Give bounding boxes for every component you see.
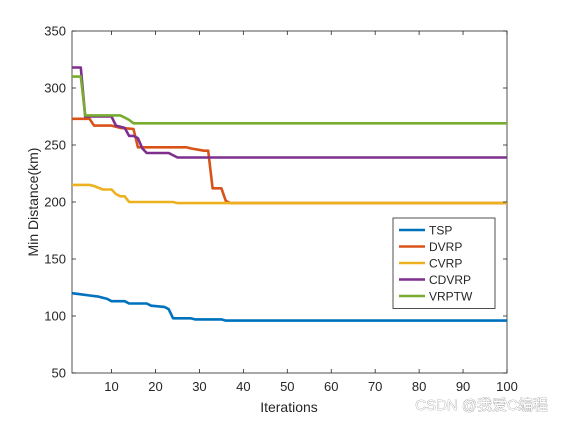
- legend-label-vrptw: VRPTW: [429, 290, 473, 304]
- x-axis-label: Iterations: [260, 399, 318, 415]
- y-tick-label: 100: [44, 309, 66, 324]
- y-tick-label: 150: [44, 252, 66, 267]
- series-line-vrptw: [72, 75, 507, 125]
- series-line-dvrp: [72, 117, 507, 205]
- y-tick-label: 350: [44, 24, 66, 39]
- x-tick-label: 60: [324, 379, 338, 394]
- x-tick-label: 70: [368, 379, 382, 394]
- y-axis-label: Min Distance(km): [25, 148, 41, 257]
- x-tick-label: 90: [456, 379, 470, 394]
- ticks-layer: 10 20 30 40 50 60 70 80 90 100 50 100 150 200 250 300 35…: [44, 24, 518, 395]
- legend: TSP DVRP CVRP CDVRP VRPTW: [392, 217, 496, 309]
- y-tick-label: 200: [44, 195, 66, 210]
- x-tick-label: 80: [412, 379, 426, 394]
- y-tick-label: 300: [44, 81, 66, 96]
- x-tick-label: 40: [236, 379, 250, 394]
- x-tick-label: 20: [148, 379, 162, 394]
- y-tick-label: 50: [52, 366, 66, 381]
- legend-label-cdvrp: CDVRP: [429, 273, 471, 287]
- legend-label-dvrp: DVRP: [429, 240, 462, 254]
- y-tick-label: 250: [44, 138, 66, 153]
- series-line-cvrp: [72, 183, 507, 205]
- legend-label-tsp: TSP: [429, 224, 452, 238]
- legend-label-cvrp: CVRP: [429, 257, 462, 271]
- x-tick-label: 100: [496, 379, 518, 394]
- series-line-tsp: [71, 291, 507, 322]
- watermark-text: CSDN @我爱C编程: [415, 397, 548, 414]
- x-tick-label: 30: [192, 379, 206, 394]
- series-layer: [71, 66, 507, 322]
- x-tick-label: 50: [280, 379, 294, 394]
- x-tick-label: 10: [104, 379, 118, 394]
